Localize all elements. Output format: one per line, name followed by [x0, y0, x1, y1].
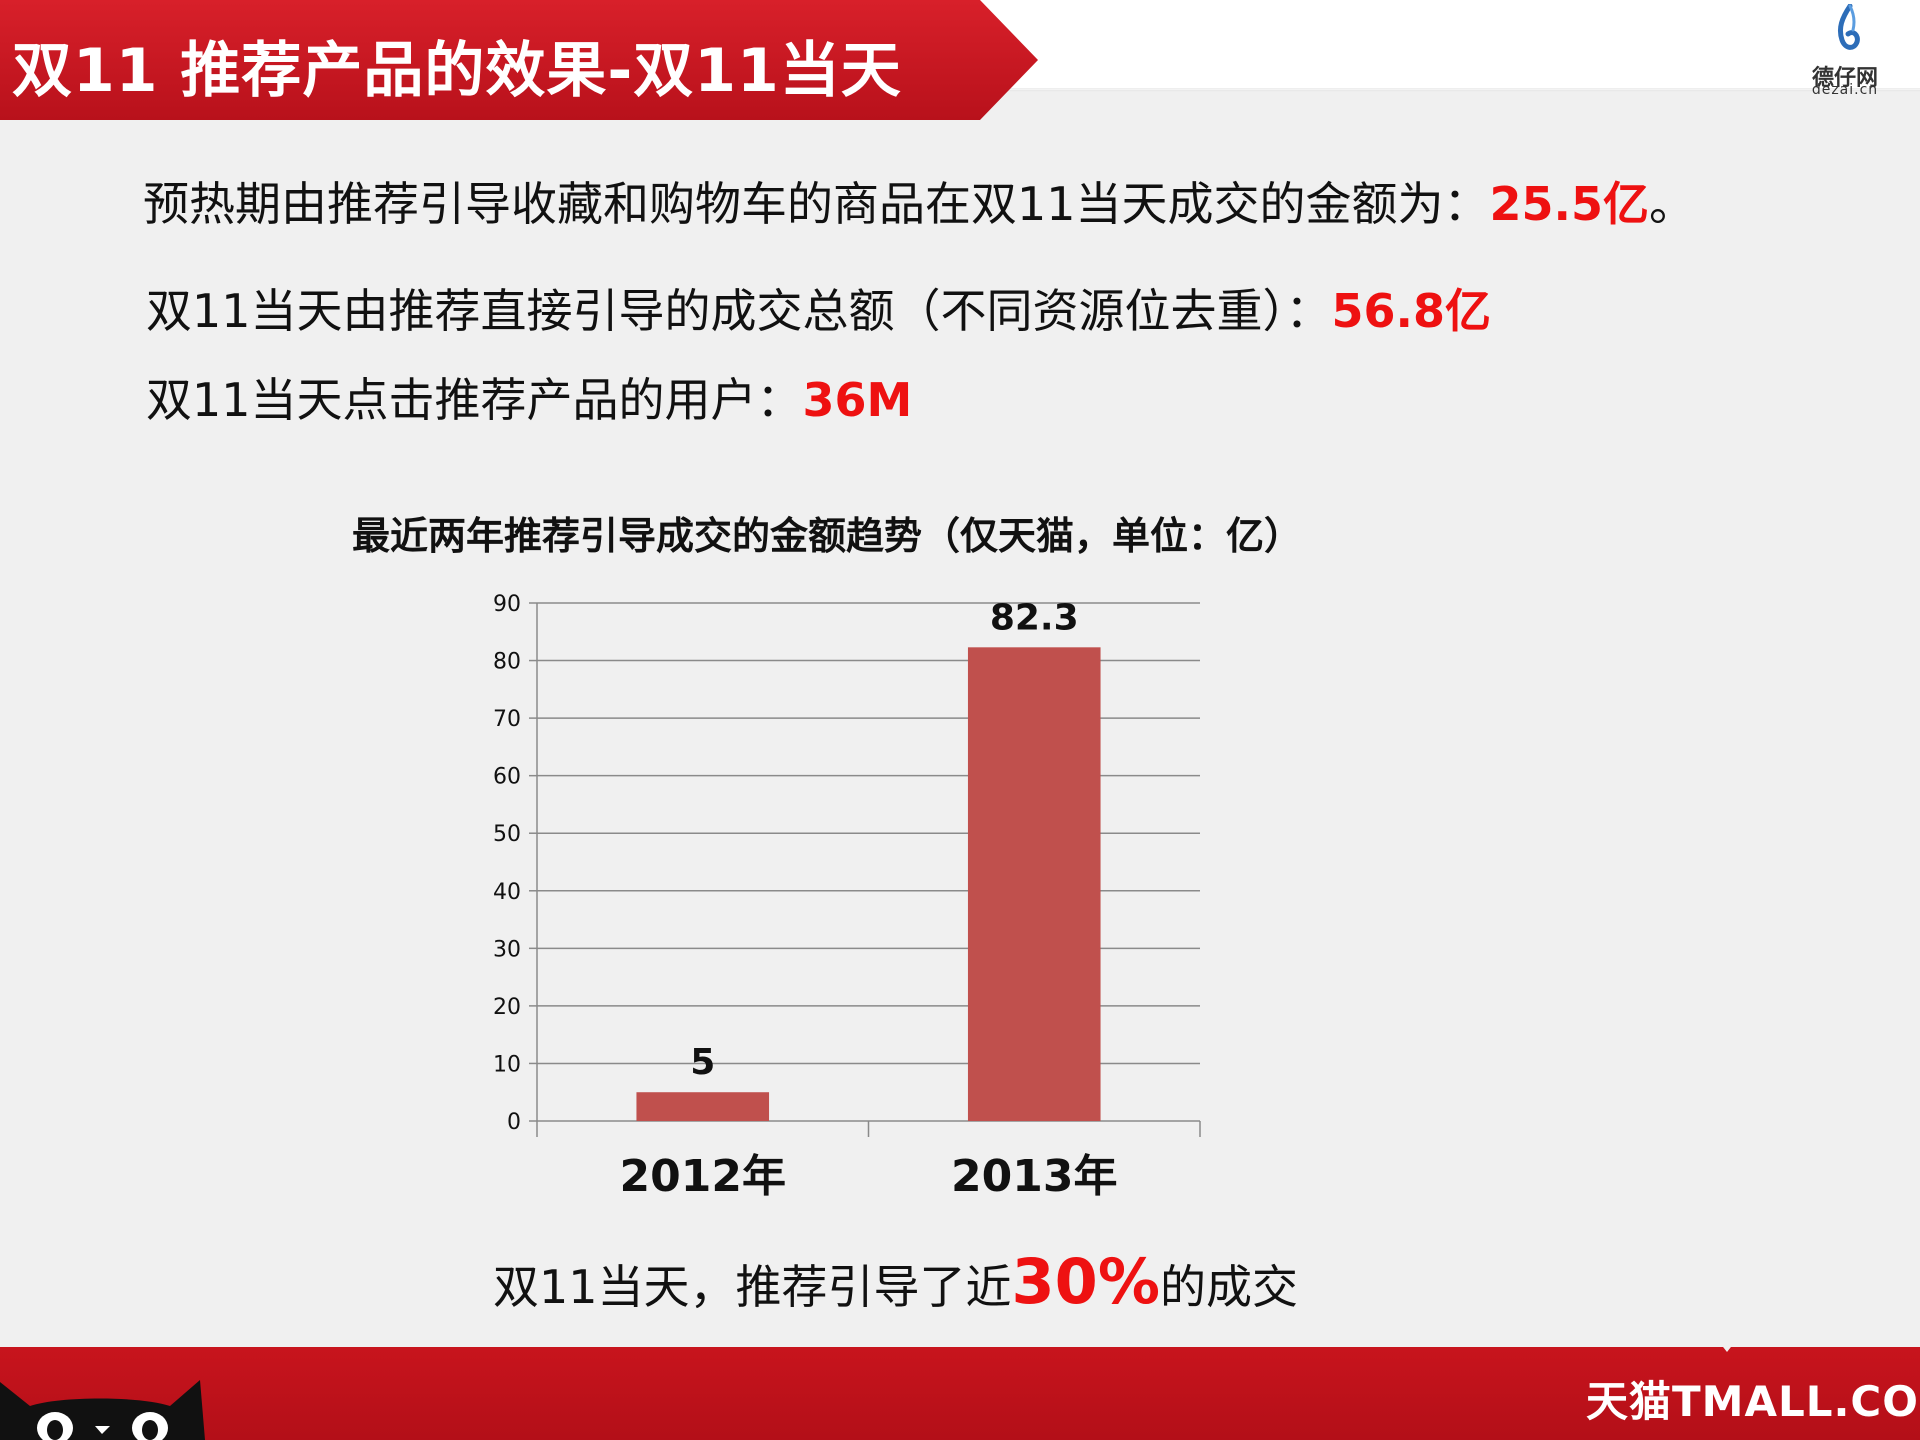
dezai-logo-cn: 德仔网	[1811, 66, 1878, 91]
caption-prefix: 双11当天，推荐引导了近	[493, 1260, 1012, 1314]
y-tick-label: 10	[493, 1052, 521, 1077]
caption: 双11当天，推荐引导了近30%的成交	[493, 1245, 1298, 1318]
dezai-logo-en: dezai.cn	[1811, 82, 1879, 98]
summary-line-1-value: 25.5亿	[1489, 177, 1650, 231]
summary-line-2-value: 56.8亿	[1331, 284, 1492, 338]
bar	[967, 647, 1101, 1121]
summary-line-3-value: 36M	[802, 373, 913, 427]
y-tick-label: 30	[493, 937, 521, 962]
chart-title: 最近两年推荐引导成交的金额趋势（仅天猫，单位：亿）	[352, 514, 1303, 558]
y-tick-label: 50	[493, 822, 521, 847]
category-label: 2013年	[951, 1151, 1117, 1202]
footer-notch	[1716, 1338, 1738, 1352]
tmall-cat-icon	[0, 1380, 205, 1440]
y-tick-label: 40	[493, 880, 521, 905]
title-banner	[0, 0, 1038, 120]
y-tick-label: 0	[507, 1110, 521, 1135]
category-label: 2012年	[620, 1151, 786, 1202]
summary-line-1-text: 预热期由推荐引导收藏和购物车的商品在双11当天成交的金额为：	[143, 177, 1490, 231]
y-tick-label: 60	[493, 765, 521, 790]
caption-highlight: 30%	[1011, 1245, 1160, 1318]
y-tick-label: 80	[493, 650, 521, 675]
y-tick-label: 90	[493, 592, 521, 617]
summary-line-3-text: 双11当天点击推荐产品的用户：	[146, 373, 803, 427]
dezai-logo-icon	[1837, 4, 1860, 50]
y-tick-label: 20	[493, 995, 521, 1020]
summary-line-1: 预热期由推荐引导收藏和购物车的商品在双11当天成交的金额为：25.5亿。	[143, 168, 1695, 234]
data-label: 82.3	[990, 597, 1079, 638]
tmall-logo: 天猫TMALL.COM	[1586, 1377, 1920, 1426]
bar-chart: 0 10 20 30 40 50 60 70 80 90 5 2012年 82.3 2013年	[493, 592, 1201, 1202]
caption-suffix: 的成交	[1159, 1260, 1298, 1314]
summary-line-2-text: 双11当天由推荐直接引导的成交总额（不同资源位去重）：	[146, 284, 1332, 338]
bar	[636, 1092, 770, 1121]
data-label: 5	[690, 1042, 715, 1083]
summary-line-3: 双11当天点击推荐产品的用户：36M	[146, 364, 912, 430]
summary-line-2: 双11当天由推荐直接引导的成交总额（不同资源位去重）：56.8亿	[146, 275, 1491, 341]
summary-line-1-suffix: 。	[1649, 177, 1696, 231]
y-tick-label: 70	[493, 707, 521, 732]
dezai-logo: 德仔网 dezai.cn	[1804, 4, 1886, 98]
footer-band	[0, 1347, 1920, 1440]
page-title: 双11 推荐产品的效果-双11当天	[12, 36, 902, 106]
